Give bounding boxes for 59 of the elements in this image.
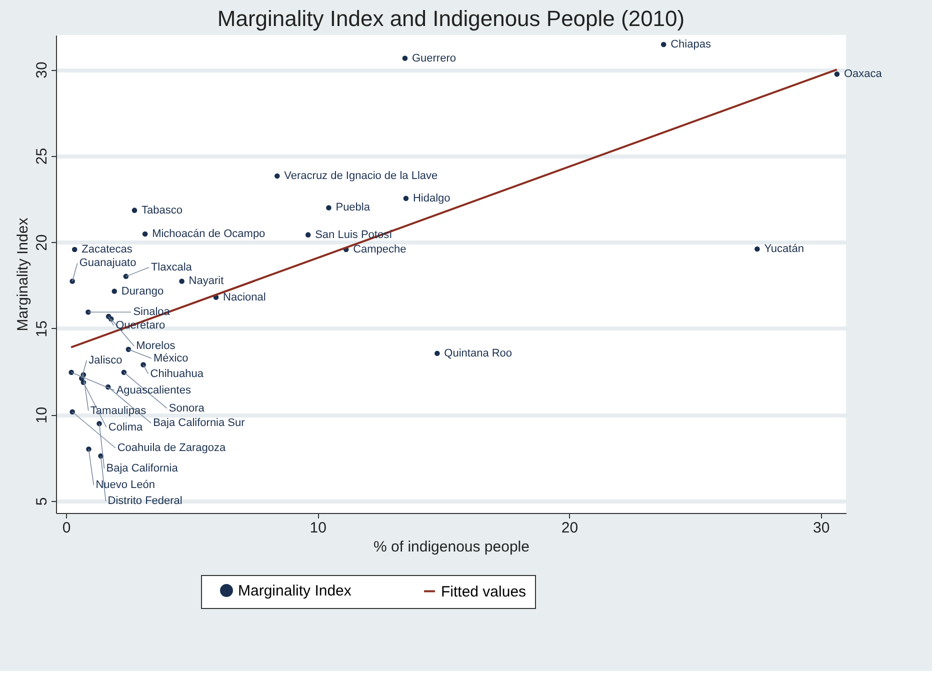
annotation: Quintana Roo [444,347,512,360]
annotation: Michoacán de Ocampo [152,228,266,240]
annotation: Tlaxcala [150,261,193,274]
annotation: Guerrero [412,52,456,64]
x-tick-label: 20 [561,520,578,536]
point [72,246,78,252]
point [274,173,280,179]
y-tick-label: 30 [34,62,50,78]
y-tick-label: 10 [34,406,50,424]
annotation: Sinaloa [133,306,171,318]
annotation: Campeche [353,243,406,256]
y-tick-label: 5 [34,497,50,506]
point [326,205,332,210]
point [142,231,148,237]
annotation: Zacatecas [82,243,133,256]
y-tick-label: 20 [34,234,50,251]
annotation: Chiapas [670,38,712,50]
chart-title: Marginality Index and Indigenous People (2010) [217,6,685,31]
annotation: Distrito Federal [108,495,182,508]
annotation: Durango [121,285,164,298]
legend-label: Marginality Index [238,582,352,600]
y-axis-title: Marginality Index [14,217,32,332]
annotation: Puebla [336,202,371,214]
point [403,196,409,202]
point [660,42,666,48]
annotation: Jalisco [88,354,122,366]
point [112,288,118,294]
point [834,72,840,77]
annotation: Oaxaca [844,68,883,80]
annotation: Baja California [106,462,179,475]
annotation: Colima [108,421,144,434]
annotation: Veracruz de Ignacio de la Llave [284,170,438,182]
annotation: Guanajuato [79,257,136,270]
annotation: México [153,352,188,364]
x-tick-label: 10 [310,520,326,536]
annotation: Yucatán [764,242,804,255]
annotation: Hidalgo [412,192,450,204]
x-tick-label: 30 [812,520,830,536]
point [305,232,311,238]
legend-label: Fitted values [441,583,526,600]
point [434,350,440,356]
annotation: Baja California Sur [153,417,246,430]
annotation: Sonora [168,402,206,414]
annotation: Coahuila de Zaragoza [117,442,226,454]
annotation: Nayarit [188,275,224,288]
y-tick-label: 25 [34,148,50,165]
x-tick-label: 0 [62,520,71,536]
x-axis-title: % of indigenous people [374,538,530,556]
annotation: Chihuahua [150,368,204,380]
point [402,56,408,61]
annotation: Nacional [223,291,266,304]
point [754,246,760,252]
point [132,208,138,213]
annotation: Morelos [136,340,176,352]
point [140,362,146,368]
y-tick-label: 15 [34,320,50,338]
annotation: Nuevo León [96,479,156,492]
annotation: Tabasco [141,204,182,216]
point [179,278,184,284]
